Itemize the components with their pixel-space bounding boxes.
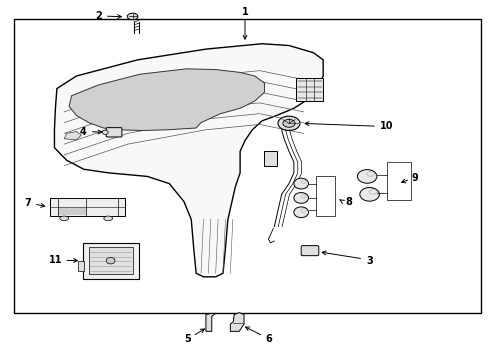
Ellipse shape <box>106 257 115 264</box>
Bar <box>296 78 323 101</box>
Text: 11: 11 <box>49 255 62 265</box>
Bar <box>14 19 481 313</box>
Ellipse shape <box>294 207 309 218</box>
Bar <box>264 151 277 166</box>
Bar <box>49 198 125 216</box>
Ellipse shape <box>360 188 379 201</box>
Ellipse shape <box>283 120 295 127</box>
Polygon shape <box>69 69 265 131</box>
Text: 5: 5 <box>184 333 191 343</box>
Bar <box>387 162 411 200</box>
Text: 4: 4 <box>79 127 86 136</box>
Ellipse shape <box>104 216 113 221</box>
Text: 10: 10 <box>380 121 393 131</box>
Polygon shape <box>230 313 244 331</box>
Bar <box>78 261 84 271</box>
Ellipse shape <box>127 13 138 20</box>
Text: 6: 6 <box>265 333 272 343</box>
Polygon shape <box>54 44 323 277</box>
Text: 1: 1 <box>242 7 248 17</box>
Bar <box>316 176 335 216</box>
Ellipse shape <box>294 193 309 203</box>
Ellipse shape <box>60 216 69 221</box>
Bar <box>83 243 139 279</box>
Text: 3: 3 <box>366 256 373 266</box>
Bar <box>58 208 86 215</box>
FancyBboxPatch shape <box>301 246 319 256</box>
Text: 9: 9 <box>412 173 418 183</box>
Text: 8: 8 <box>345 197 352 207</box>
Bar <box>89 247 133 274</box>
Text: 2: 2 <box>95 11 102 21</box>
Polygon shape <box>206 314 216 331</box>
Ellipse shape <box>357 170 377 183</box>
FancyBboxPatch shape <box>106 128 122 137</box>
Ellipse shape <box>278 116 300 131</box>
Text: 7: 7 <box>24 198 31 208</box>
Ellipse shape <box>102 130 108 134</box>
Ellipse shape <box>294 178 309 189</box>
Polygon shape <box>64 132 81 140</box>
